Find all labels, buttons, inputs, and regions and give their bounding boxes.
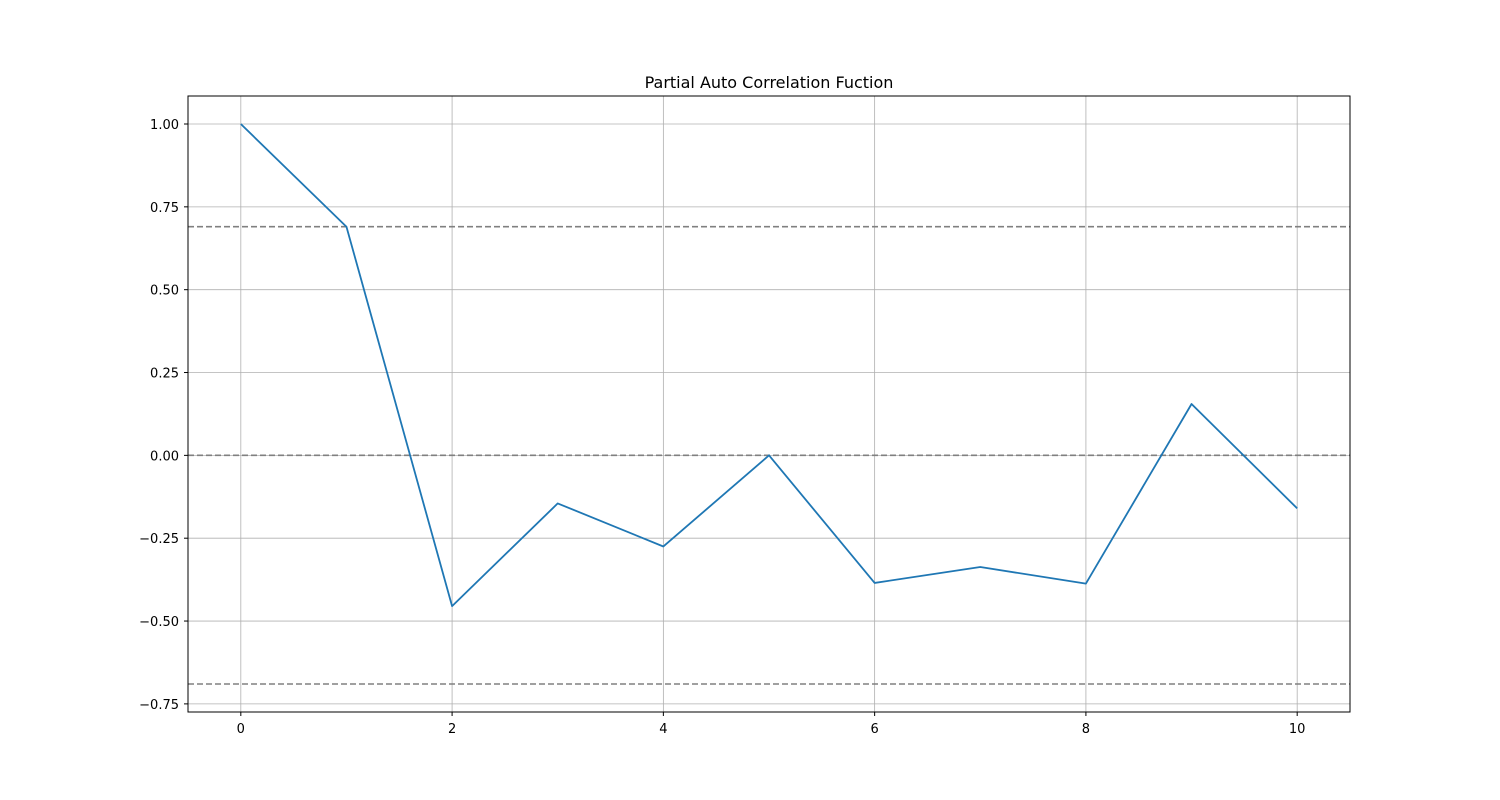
chart-title: Partial Auto Correlation Fuction bbox=[645, 73, 894, 92]
grid-layer bbox=[188, 96, 1350, 712]
x-tick-label-2: 4 bbox=[659, 722, 667, 737]
plot-frame bbox=[187, 95, 1351, 713]
y-axis-ticks: −0.75 −0.50 −0.25 0.00 0.25 0.50 0.75 1.00 bbox=[139, 118, 188, 713]
y-tick-label-4: 0.25 bbox=[150, 367, 179, 382]
x-axis-ticks: 0 2 4 6 8 10 bbox=[237, 712, 1306, 737]
axes-frame bbox=[187, 95, 1351, 713]
x-tick-label-3: 6 bbox=[870, 722, 878, 737]
y-tick-label-2: −0.25 bbox=[139, 532, 179, 547]
series-layer bbox=[240, 123, 1298, 608]
y-tick-label-7: 1.00 bbox=[150, 118, 179, 133]
y-tick-label-1: −0.50 bbox=[139, 615, 179, 630]
x-tick-label-1: 2 bbox=[448, 722, 456, 737]
y-tick-label-3: 0.00 bbox=[150, 449, 179, 464]
y-tick-label-6: 0.75 bbox=[150, 201, 179, 216]
y-tick-label-0: −0.75 bbox=[139, 698, 179, 713]
y-tick-label-5: 0.50 bbox=[150, 284, 179, 299]
x-tick-label-4: 8 bbox=[1082, 722, 1090, 737]
x-tick-label-5: 10 bbox=[1289, 722, 1306, 737]
x-tick-label-0: 0 bbox=[237, 722, 245, 737]
series-line-0 bbox=[240, 123, 1298, 608]
